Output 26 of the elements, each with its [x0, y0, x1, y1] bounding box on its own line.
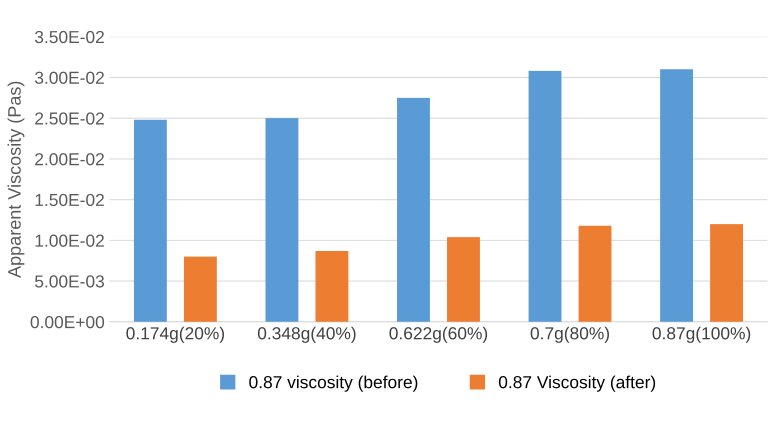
x-tick-label: 0.622g(60%)	[389, 326, 488, 343]
y-tick-label: 0.00E+00	[30, 316, 104, 328]
x-tick-label: 0.348g(40%)	[258, 326, 356, 343]
x-tick-label: 0.7g(80%)	[530, 326, 609, 343]
y-tick-label: 1.00E-02	[36, 234, 104, 247]
x-tick-label: 0.174g(20%)	[126, 326, 224, 343]
bar	[528, 70, 562, 322]
bar	[184, 256, 217, 322]
bar	[447, 237, 480, 322]
legend-label: 0.87 viscosity (before)	[249, 376, 418, 392]
bar	[397, 98, 430, 322]
bar	[710, 224, 744, 322]
y-tick-label: 3.00E-02	[34, 72, 104, 84]
legend-label: 0.87 Viscosity (after)	[498, 376, 656, 392]
x-tick-label: 0.87g(100%)	[652, 326, 750, 343]
bar	[578, 226, 612, 322]
bar	[266, 118, 298, 322]
y-tick-label: 1.50E-02	[36, 194, 104, 206]
y-tick-label: 2.50E-02	[35, 112, 104, 125]
bar	[660, 69, 694, 322]
bar	[134, 120, 167, 322]
y-tick-label: 3.50E-02	[34, 30, 104, 44]
y-tick-label: 5.00E-03	[34, 275, 104, 288]
y-axis-title: Apparent Viscosity (Pas)	[8, 82, 24, 278]
bar	[315, 250, 348, 322]
y-tick-label: 2.00E-02	[35, 153, 104, 166]
